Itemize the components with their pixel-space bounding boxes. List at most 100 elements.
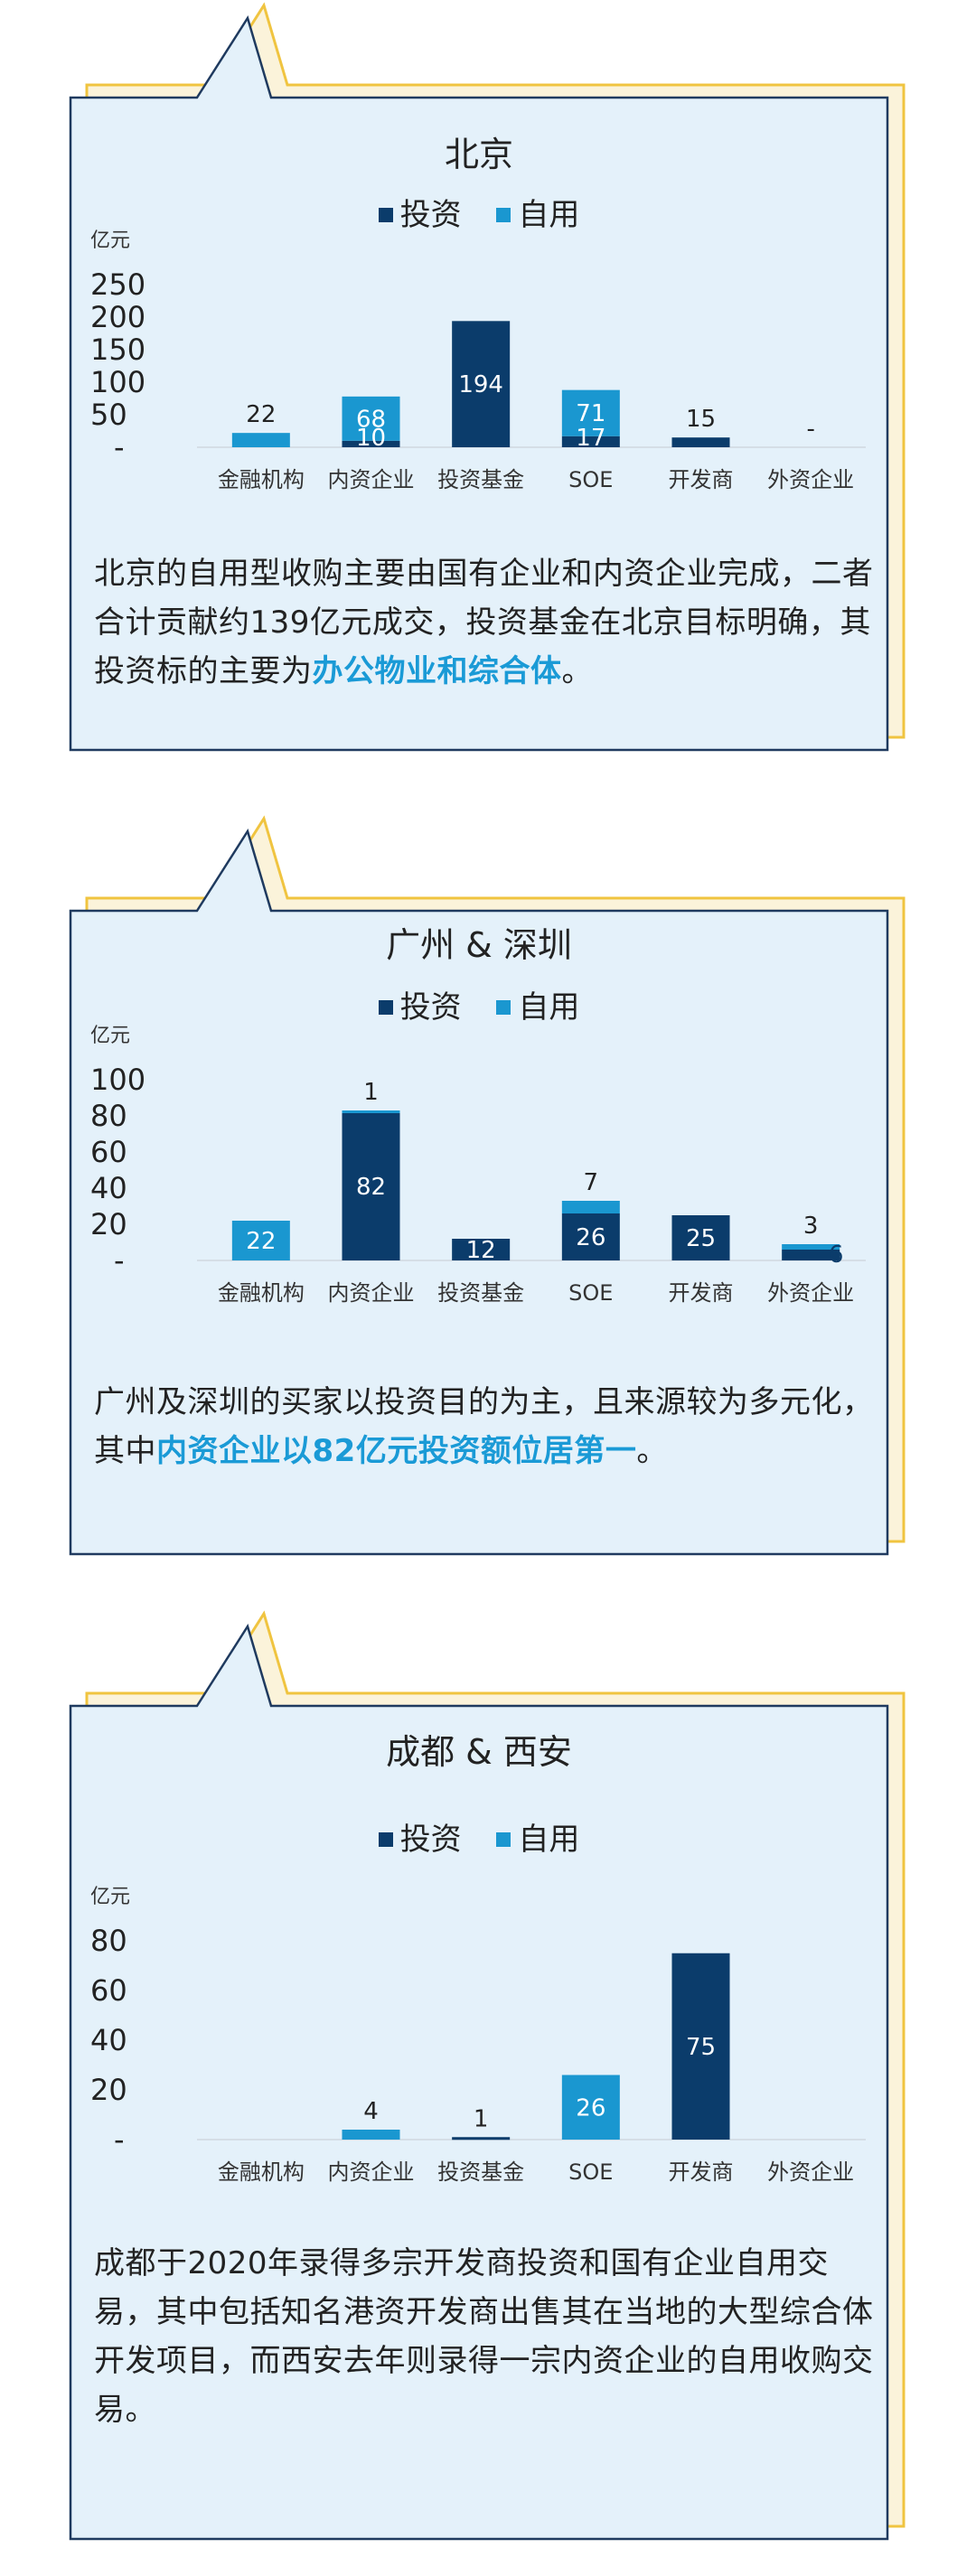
legend-self-use: 自用 [496,1822,579,1858]
x-tick-label: 外资企业 [767,2159,854,2185]
y-tick-label: 40 [90,1171,127,1205]
description-highlight: 办公物业和综合体 [312,653,562,689]
data-label: 15 [686,406,716,433]
chart-title: 北京 [444,135,513,174]
x-tick-label: SOE [568,2159,613,2185]
y-tick-label: - [114,430,125,464]
x-tick-label: 投资基金 [437,1280,524,1306]
data-label: - [806,416,814,443]
chengdu-xian-card: 成都 & 西安 投资 自用 亿元 - 20 40 60 80 金融机构 4 内资企业 1 投资基金 2… [0,1608,976,2575]
x-tick-label: SOE [568,1280,613,1306]
chart-legend: 投资 自用 [70,982,887,1026]
x-tick-label: 投资基金 [437,2159,524,2185]
x-tick-label: 投资基金 [437,467,524,492]
section-description: 北京的自用型收购主要由国有企业和内资企业完成，二者合计贡献约139亿元成交，投资… [94,556,874,689]
y-tick-label: 20 [90,1207,127,1241]
bar-invest [452,321,511,447]
y-tick-label: 50 [90,398,127,432]
beijing-card: 北京 投资 自用 亿元 -50 100 150 200 250 22 金融机构 10 68 内资企业… [0,0,976,786]
x-tick-label: 外资企业 [767,467,854,492]
data-label: 12 [466,1237,496,1264]
frame-bubble [69,829,889,1556]
legend-swatch-self-use [496,207,511,222]
data-label: 6 [829,1241,844,1269]
y-tick-label: 80 [90,1099,127,1133]
chart-title: 成都 & 西安 [386,1732,572,1772]
legend-swatch-invest [378,1831,393,1847]
bar-self-use [231,1221,290,1260]
legend-self-use: 自用 [496,989,579,1026]
data-label: 71 [576,400,605,427]
x-tick-label: 金融机构 [218,2159,305,2185]
x-tick-label: SOE [568,467,613,492]
frame-bubble [69,1624,889,2541]
data-label: 194 [458,371,503,398]
bar-self-use [561,1201,620,1213]
legend-swatch-self-use [496,1831,511,1847]
y-tick-label: 40 [90,2023,127,2057]
card-frame [69,1610,906,2541]
y-tick-label: 60 [90,1973,127,2008]
x-tick-label: 开发商 [669,2159,734,2185]
bar-self-use [342,2130,400,2140]
data-label: 3 [803,1213,819,1240]
x-tick-label: 金融机构 [218,467,305,492]
x-tick-label: 金融机构 [218,1280,305,1306]
bar-invest [671,1215,730,1260]
data-label: 75 [686,2034,716,2061]
x-tick-label: 外资企业 [767,1280,854,1306]
data-label: 1 [363,1079,379,1106]
y-tick-label: - [114,1243,125,1278]
legend-swatch-invest [378,207,393,222]
chart-legend: 投资 自用 [70,1814,887,1859]
x-tick-label: 内资企业 [328,467,415,492]
data-label: 1 [474,2105,489,2132]
data-label: 26 [576,1224,605,1251]
data-label: 68 [356,406,386,433]
legend-invest: 投资 [378,989,462,1026]
bar-self-use [561,2075,620,2140]
y-unit-label: 亿元 [90,1886,130,1908]
data-label: 4 [363,2098,379,2125]
bar-invest [342,440,400,447]
legend-self-use: 自用 [496,197,579,233]
bar-self-use [231,433,290,447]
x-tick-label: 内资企业 [328,2159,415,2185]
legend-invest: 投资 [378,1822,462,1858]
data-label: 25 [686,1225,716,1252]
bar-invest [671,437,730,447]
bar-invest [561,1213,620,1260]
bar-chart: 亿元-5010015020025022金融机构1068内资企业194投资基金17… [90,229,866,492]
bar-self-use [342,1110,400,1113]
bar-self-use [561,389,620,436]
legend-swatch-self-use [496,999,511,1015]
bar-self-use [782,1244,840,1250]
data-label: 22 [246,1228,276,1255]
y-unit-label: 亿元 [90,229,130,252]
x-tick-label: 开发商 [669,467,734,492]
legend-swatch-invest [378,999,393,1015]
description-highlight: 内资企业以82亿元投资额位居第一 [156,1433,637,1469]
y-tick-label: 80 [90,1924,127,1958]
chart-legend: 投资 自用 [70,190,887,234]
bar-invest [561,436,620,447]
data-label: 26 [576,2094,605,2122]
y-tick-label: 150 [90,333,145,367]
bar-invest [782,1250,840,1260]
bar-invest [671,1953,730,2140]
bar-invest [452,1239,511,1260]
y-tick-label: 60 [90,1135,127,1169]
bar-invest [452,2137,511,2140]
x-tick-label: 开发商 [669,1280,734,1306]
data-label: 10 [356,425,386,452]
chart-title: 广州 & 深圳 [386,925,572,965]
section-description: 广州及深圳的买家以投资目的为主，且来源较为多元化，其中内资企业以82亿元投资额位… [94,1384,874,1469]
bar-invest [342,1112,400,1260]
y-unit-label: 亿元 [90,1025,130,1047]
x-tick-label: 内资企业 [328,1280,415,1306]
legend-invest: 投资 [378,197,462,233]
y-tick-label: 20 [90,2073,127,2107]
y-tick-label: 100 [90,365,145,399]
y-tick-label: 100 [90,1063,145,1097]
